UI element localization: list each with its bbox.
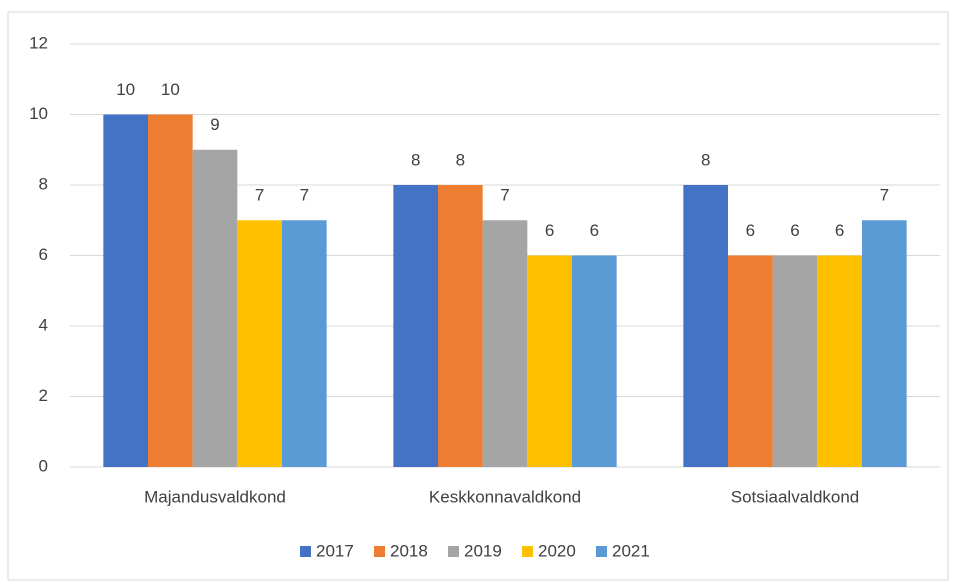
data-label: 7	[880, 186, 889, 205]
bar	[482, 220, 528, 467]
legend-label: 2019	[464, 541, 502, 560]
y-tick-label: 4	[39, 315, 48, 334]
data-label: 6	[790, 221, 799, 240]
bar	[148, 114, 193, 467]
bar	[393, 185, 439, 467]
data-label: 6	[835, 221, 844, 240]
legend-swatch	[448, 546, 459, 557]
data-label: 7	[255, 186, 264, 205]
data-label: 6	[590, 221, 599, 240]
y-tick-label: 6	[39, 245, 48, 264]
legend-label: 2017	[316, 541, 354, 560]
x-tick-label: Sotsiaalvaldkond	[731, 487, 860, 506]
bar	[817, 255, 862, 467]
data-label: 7	[500, 186, 509, 205]
data-label: 8	[456, 150, 465, 169]
legend-swatch	[522, 546, 533, 557]
y-tick-label: 12	[29, 33, 48, 52]
bar	[527, 255, 572, 467]
data-label: 6	[545, 221, 554, 240]
x-tick-label: Keskkonnavaldkond	[429, 487, 581, 506]
bar	[192, 149, 238, 467]
data-label: 6	[746, 221, 755, 240]
y-tick-label: 2	[39, 386, 48, 405]
bar	[281, 220, 327, 467]
data-label: 9	[210, 115, 219, 134]
x-tick-label: Majandusvaldkond	[144, 487, 286, 506]
y-tick-label: 8	[39, 174, 48, 193]
y-tick-label: 0	[39, 456, 48, 475]
data-label: 10	[116, 80, 135, 99]
legend-swatch	[300, 546, 311, 557]
bar	[728, 255, 773, 467]
bar	[438, 185, 483, 467]
bar	[772, 255, 818, 467]
bar	[103, 114, 149, 467]
bar	[571, 255, 617, 467]
y-tick-label: 10	[29, 104, 48, 123]
legend-label: 2020	[538, 541, 576, 560]
data-label: 7	[300, 186, 309, 205]
data-label: 10	[161, 80, 180, 99]
legend-swatch	[374, 546, 385, 557]
bar	[683, 185, 729, 467]
legend-swatch	[596, 546, 607, 557]
bar	[237, 220, 282, 467]
data-label: 8	[411, 150, 420, 169]
legend-label: 2021	[612, 541, 650, 560]
data-label: 8	[701, 150, 710, 169]
legend-label: 2018	[390, 541, 428, 560]
bar	[861, 220, 907, 467]
